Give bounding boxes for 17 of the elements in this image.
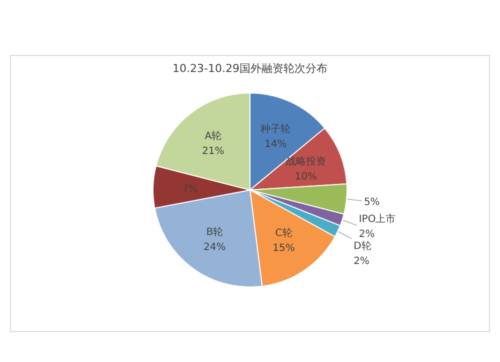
slice-label: 种子轮 (260, 123, 291, 136)
data-label: 2% (358, 228, 375, 240)
slice-label: C轮 (275, 227, 292, 240)
data-label: 10% (294, 171, 318, 182)
slice-label: IPO上市 (358, 212, 396, 225)
chart-title: 10.23-10.29国外融资轮次分布 (172, 62, 328, 75)
data-label: 7% (182, 184, 198, 196)
slice-label: B轮 (206, 226, 224, 238)
data-label: 24% (204, 242, 226, 254)
data-label: 15% (272, 243, 295, 254)
slice-label: D轮 (354, 240, 372, 252)
data-label: 5% (364, 196, 380, 208)
data-label: 21% (202, 146, 224, 157)
data-label: 14% (264, 139, 287, 150)
slice-label: A轮 (204, 130, 222, 142)
slice-label: 战略投资 (286, 155, 326, 168)
data-label: 2% (354, 256, 370, 267)
